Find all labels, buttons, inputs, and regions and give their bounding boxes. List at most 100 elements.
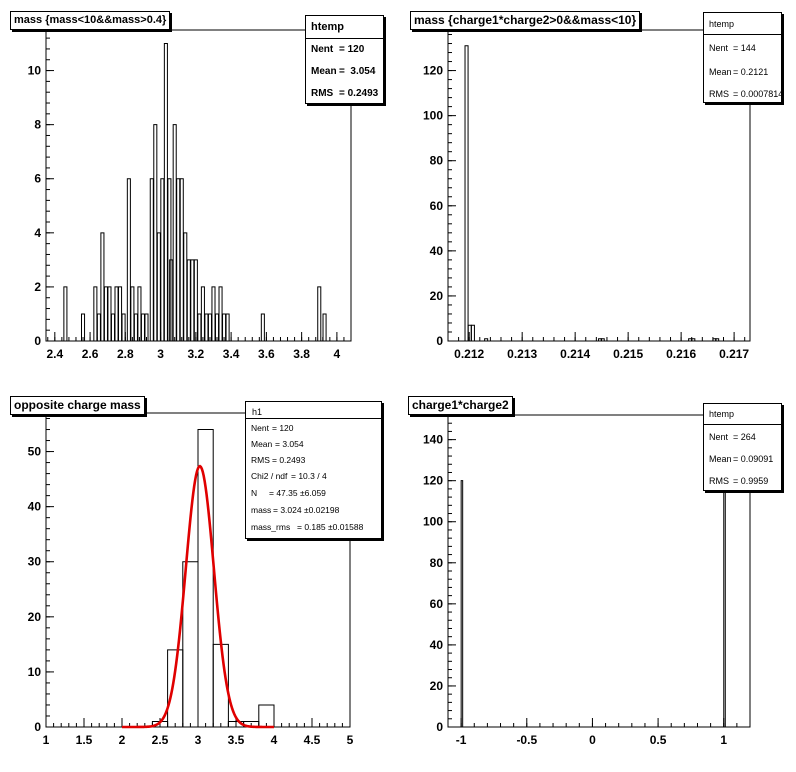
stats-name: htemp (311, 21, 344, 33)
fit-row-label: mass_rms (251, 522, 291, 532)
x-tick-label: -1 (456, 733, 467, 747)
y-tick-label: 60 (430, 199, 444, 213)
y-tick-label: 10 (28, 64, 42, 78)
histogram-bin (93, 286, 98, 341)
histogram-bin (110, 313, 116, 341)
histogram-bin (467, 324, 472, 341)
x-tick-label: 1.5 (76, 733, 93, 747)
fit-row-label: mass (251, 505, 272, 515)
x-tick-label: 0.216 (666, 347, 696, 361)
histogram-bin (317, 286, 322, 341)
y-tick-label: 120 (423, 474, 443, 488)
x-tick-label: 4 (334, 347, 341, 361)
x-tick-label: 0 (589, 733, 596, 747)
stats-box-mass: htemp Nent = 120 Mean = 3.054 RMS = 0.2493 (305, 15, 384, 104)
histogram-bin (691, 338, 696, 341)
y-tick-label: 0 (34, 334, 41, 348)
x-tick-label: 0.5 (650, 733, 667, 747)
histogram-bin (160, 178, 165, 341)
y-tick-label: 0 (34, 720, 41, 734)
fit-row-label: RMS (251, 455, 270, 465)
histogram-bin (218, 286, 223, 341)
x-tick-label: 0.212 (454, 347, 484, 361)
y-tick-label: 8 (34, 118, 41, 132)
y-tick-label: 80 (430, 556, 444, 570)
histogram-bin (225, 313, 230, 341)
histogram-bin (484, 338, 489, 341)
histogram-bin (156, 232, 161, 341)
stats-box-opposite-charge-fit: h1 Nent = 120 Mean = 3.054 RMS = 0.2493 Chi… (245, 401, 382, 539)
stats-entries: 264 (740, 432, 756, 442)
fit-row-label: Mean (251, 439, 273, 449)
stats-box-charge-product: htemp Nent = 264 Mean = 0.09091 RMS = 0.995… (703, 403, 782, 491)
y-tick-label: 20 (430, 289, 444, 303)
histogram-bin (460, 480, 464, 727)
histogram-bin (197, 429, 214, 727)
x-tick-label: 3.4 (223, 347, 240, 361)
histogram-bin (322, 313, 327, 341)
pad-title-charge-product: charge1*charge2 (408, 396, 513, 415)
histogram-bin (193, 259, 198, 341)
y-tick-label: 20 (430, 679, 444, 693)
histogram-bin (186, 259, 191, 341)
fit-row-value: = 3.024 ±0.02198 (273, 505, 340, 515)
x-tick-label: 4 (271, 733, 278, 747)
y-tick-label: 20 (28, 610, 42, 624)
y-tick-label: 140 (423, 433, 443, 447)
x-tick-label: 3.6 (258, 347, 275, 361)
histogram-bin (137, 286, 142, 341)
histogram-bin (133, 313, 138, 341)
histogram-bin (121, 313, 126, 341)
histogram-bin (144, 313, 149, 341)
histogram-bin (176, 178, 181, 341)
histogram-bin (258, 704, 275, 727)
x-tick-label: 3 (157, 347, 164, 361)
histogram-bin (100, 232, 105, 341)
y-tick-label: 0 (436, 720, 443, 734)
histogram-bin (179, 178, 184, 341)
x-tick-label: 0.214 (560, 347, 590, 361)
histogram-bin (464, 45, 469, 341)
histogram-bin (163, 43, 168, 341)
y-tick-label: 100 (423, 109, 443, 123)
fit-row-value: = 120 (272, 423, 294, 433)
y-tick-label: 10 (28, 665, 42, 679)
histogram-bin (149, 178, 154, 341)
y-tick-label: 6 (34, 172, 41, 186)
x-tick-label: 2.5 (152, 733, 169, 747)
x-tick-label: 1 (43, 733, 50, 747)
x-tick-label: 2 (119, 733, 126, 747)
histogram-bin (207, 313, 212, 341)
histogram-bin (204, 313, 209, 341)
histogram-bin (118, 286, 123, 341)
histogram-bin (153, 124, 158, 341)
x-tick-label: 2.8 (117, 347, 134, 361)
x-tick-label: 4.5 (304, 733, 321, 747)
fit-row-label: Nent (251, 423, 269, 433)
fit-row-value: = 0.185 ±0.01588 (297, 522, 364, 532)
histogram-bin (211, 286, 216, 341)
x-tick-label: 1 (720, 733, 727, 747)
x-tick-label: 0.217 (719, 347, 749, 361)
pad-opposite-charge-mass-histogram: 0 10 20 30 40 50 1 1.5 2 2.5 3 3.5 4 4.5 5 (28, 412, 354, 747)
pad-title-same-charge-mass: mass {charge1*charge2>0&&mass<10} (410, 11, 641, 30)
histogram-bin (96, 313, 101, 341)
histogram-bin (140, 313, 145, 341)
pad-charge-product-histogram: 0 20 40 60 80 100 120 140 -1 -0.5 0 0.5 1 (423, 414, 751, 747)
pad-same-charge-mass-histogram: 0 20 40 60 80 100 120 0.212 0.213 0.214 0.215 0.216… (423, 29, 751, 361)
stats-entries: 120 (347, 44, 365, 55)
gaussian-fit-curve (122, 464, 274, 729)
y-tick-label: 50 (28, 445, 42, 459)
histogram-bin (63, 286, 68, 341)
histogram-bin (470, 324, 475, 341)
x-tick-label: 3.2 (188, 347, 205, 361)
stats-mean: 0.09091 (740, 454, 774, 464)
histogram-bin (190, 259, 195, 341)
histogram-bin (197, 313, 202, 341)
stats-entries: 144 (740, 43, 756, 53)
histogram-bin (214, 313, 220, 341)
fit-row-value: = 47.35 ±6.059 (269, 488, 326, 498)
y-tick-label: 0 (436, 334, 443, 348)
y-tick-label: 40 (430, 638, 444, 652)
